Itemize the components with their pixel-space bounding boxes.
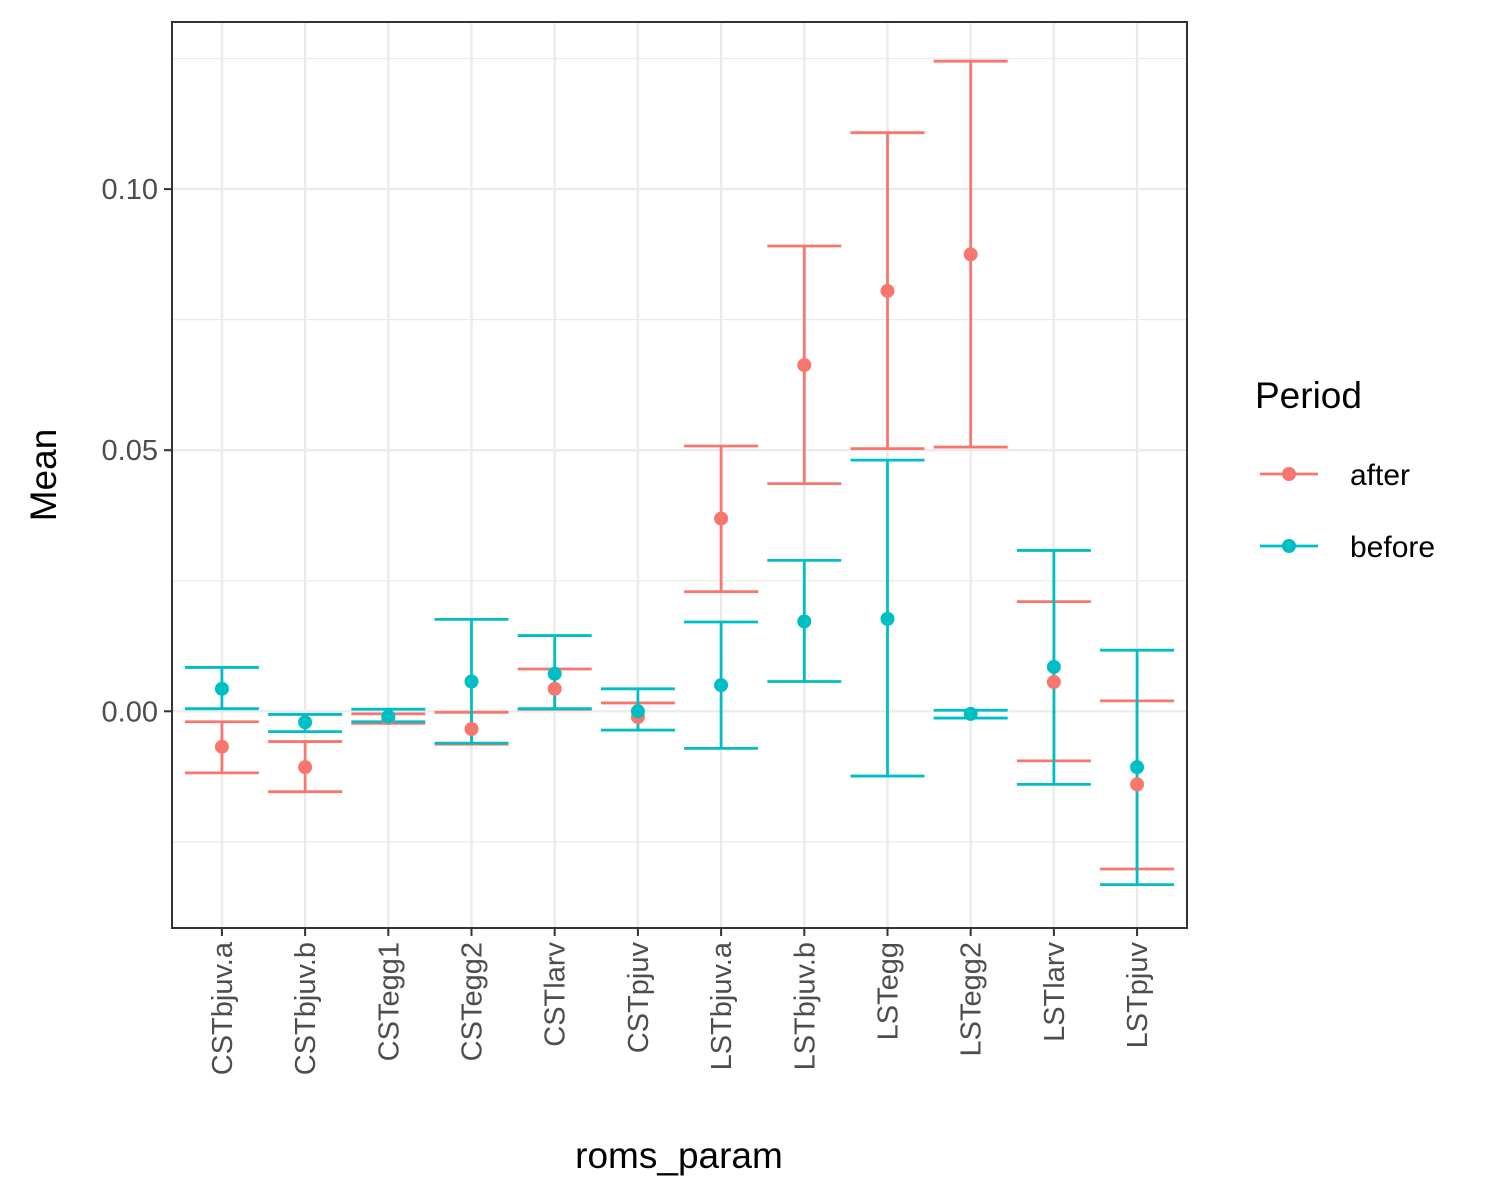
x-tick-label: LSTegg2 <box>956 942 988 1057</box>
x-tick-label: CSTlarv <box>540 942 572 1047</box>
point-before <box>1130 760 1145 775</box>
point-before <box>880 611 895 626</box>
legend-label-before: before <box>1350 531 1435 564</box>
x-tick-label: CSTbjuv.a <box>207 941 239 1075</box>
x-tick-label: LSTbjuv.b <box>789 942 821 1070</box>
x-tick-label: LSTlarv <box>1039 942 1071 1042</box>
legend-title: Period <box>1255 375 1362 416</box>
legend-point-after <box>1282 467 1296 481</box>
point-before <box>381 709 396 724</box>
y-axis-title: Mean <box>23 429 64 522</box>
point-before <box>214 681 229 696</box>
point-after <box>963 247 978 262</box>
y-tick-label: 0.00 <box>102 696 158 728</box>
point-before <box>298 715 313 730</box>
x-tick-label: CSTegg1 <box>373 942 405 1061</box>
x-tick-label: CSTegg2 <box>457 942 489 1061</box>
x-tick-label: LSTpjuv <box>1122 942 1154 1049</box>
point-after <box>797 358 812 373</box>
y-tick-label: 0.05 <box>102 435 158 467</box>
point-after <box>547 681 562 696</box>
point-after <box>714 511 729 526</box>
point-before <box>797 614 812 629</box>
point-after <box>880 283 895 298</box>
point-after <box>298 760 313 775</box>
x-tick-label: LSTegg <box>872 942 904 1040</box>
legend: Period after before <box>1255 375 1435 564</box>
point-before <box>1046 659 1061 674</box>
y-axis: 0.00 0.05 0.10 <box>102 174 172 728</box>
legend-point-before <box>1282 539 1296 553</box>
minor-gridlines <box>172 57 1187 843</box>
point-before <box>630 704 645 719</box>
x-tick-label: LSTbjuv.a <box>706 941 738 1070</box>
x-tick-label: CSTpjuv <box>623 942 655 1054</box>
y-tick-label: 0.10 <box>102 174 158 206</box>
x-tick-label: CSTbjuv.b <box>290 942 322 1075</box>
point-before <box>963 706 978 721</box>
legend-keys: after before <box>1260 459 1435 564</box>
data-marks <box>184 59 1175 887</box>
point-after <box>214 739 229 754</box>
point-after <box>1046 675 1061 690</box>
point-before <box>547 666 562 681</box>
point-before <box>464 674 479 689</box>
panel-background <box>172 22 1187 928</box>
point-after <box>464 722 479 737</box>
legend-label-after: after <box>1350 459 1410 492</box>
x-axis-title: roms_param <box>575 1135 783 1176</box>
point-before <box>714 678 729 693</box>
x-axis: CSTbjuv.a CSTbjuv.b CSTegg1 CSTegg2 CSTlarv C… <box>207 928 1154 1075</box>
point-after <box>1130 777 1145 792</box>
panel-border <box>171 21 1188 929</box>
